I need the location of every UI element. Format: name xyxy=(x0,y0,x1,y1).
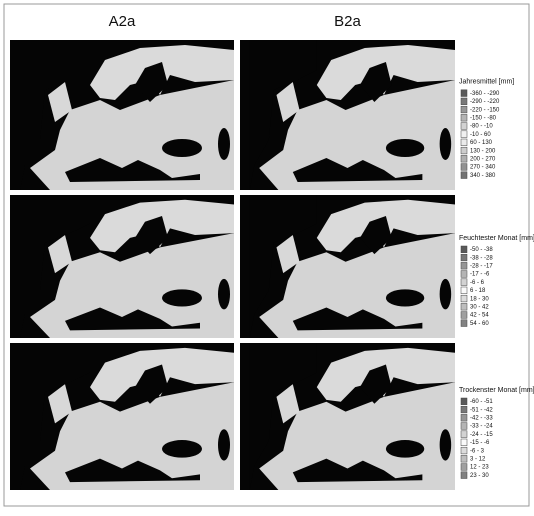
map-panel xyxy=(240,40,455,190)
legend-label: 340 - 380 xyxy=(470,173,496,179)
legend-swatch xyxy=(461,271,467,278)
figure: A2a B2a Jahresmittel [mm] -360 - -290 -290 -… xyxy=(0,0,534,511)
legend-label: 200 - 270 xyxy=(470,156,496,162)
legend-label: 60 - 130 xyxy=(470,140,493,146)
legend-swatch xyxy=(461,414,467,421)
legend-swatch xyxy=(461,464,467,471)
legend-swatch xyxy=(461,155,467,162)
legend-swatch xyxy=(461,447,467,454)
legend-label: -28 - -17 xyxy=(470,263,493,269)
map-panel xyxy=(10,40,234,190)
legend-title: Trockenster Monat [mm] xyxy=(459,387,534,394)
legend-label: -150 - -80 xyxy=(470,115,497,121)
legend-label: -10 - 60 xyxy=(470,132,491,138)
legend-swatch xyxy=(461,312,467,319)
legend-swatch xyxy=(461,164,467,171)
legend-label: 130 - 200 xyxy=(470,148,496,154)
legend-label: 42 - 54 xyxy=(470,313,489,319)
legend-label: -33 - -24 xyxy=(470,424,493,430)
column-header: A2a xyxy=(109,13,136,30)
legend-label: -51 - -42 xyxy=(470,407,493,413)
legend-label: 270 - 340 xyxy=(470,165,496,171)
legend-label: -42 - -33 xyxy=(470,415,493,421)
legend-swatch xyxy=(461,90,467,97)
map-panel xyxy=(240,195,455,338)
legend-swatch xyxy=(461,139,467,146)
map-panel xyxy=(10,195,234,338)
legend-swatch xyxy=(461,147,467,154)
legend-swatch xyxy=(461,172,467,179)
legend-swatch xyxy=(461,320,467,327)
legend-swatch xyxy=(461,303,467,310)
legend-label: 12 - 23 xyxy=(470,465,489,471)
legend-swatch xyxy=(461,431,467,438)
legend-title: Jahresmittel [mm] xyxy=(459,79,514,86)
legend-swatch xyxy=(461,98,467,105)
legend-swatch xyxy=(461,279,467,286)
legend-title: Feuchtester Monat [mm] xyxy=(459,235,534,242)
legend-swatch xyxy=(461,295,467,302)
legend-swatch xyxy=(461,123,467,130)
legend-label: -38 - -28 xyxy=(470,255,493,261)
legend-label: 6 - 18 xyxy=(470,288,486,294)
legend-label: 30 - 42 xyxy=(470,304,489,310)
legend-label: 18 - 30 xyxy=(470,296,489,302)
map-panel xyxy=(240,343,455,490)
legend-swatch xyxy=(461,254,467,261)
legend-swatch xyxy=(461,131,467,138)
legend-label: 23 - 30 xyxy=(470,473,489,479)
column-header: B2a xyxy=(334,13,361,30)
legend-label: -15 - -6 xyxy=(470,440,490,446)
map-panel xyxy=(10,343,234,490)
legend-swatch xyxy=(461,439,467,446)
legend-swatch xyxy=(461,406,467,413)
legend-label: 3 - 12 xyxy=(470,456,486,462)
legend-swatch xyxy=(461,472,467,479)
legend-label: 54 - 60 xyxy=(470,321,489,327)
legend-swatch xyxy=(461,106,467,113)
legend-label: -24 - -15 xyxy=(470,432,493,438)
legend-swatch xyxy=(461,287,467,294)
legend-label: -50 - -38 xyxy=(470,247,493,253)
legend-swatch xyxy=(461,455,467,462)
legend-label: -60 - -51 xyxy=(470,399,493,405)
legend-swatch xyxy=(461,423,467,430)
legend-swatch xyxy=(461,398,467,405)
legend-label: -290 - -220 xyxy=(470,99,500,105)
legend-swatch xyxy=(461,246,467,253)
legend-swatch xyxy=(461,262,467,269)
legend-label: -220 - -150 xyxy=(470,107,500,113)
legend-label: -17 - -6 xyxy=(470,272,490,278)
legend-label: -6 - 3 xyxy=(470,448,485,454)
legend-swatch xyxy=(461,114,467,121)
legend-label: -6 - 6 xyxy=(470,280,485,286)
legend-label: -80 - -10 xyxy=(470,124,493,130)
legend-label: -360 - -290 xyxy=(470,91,500,97)
